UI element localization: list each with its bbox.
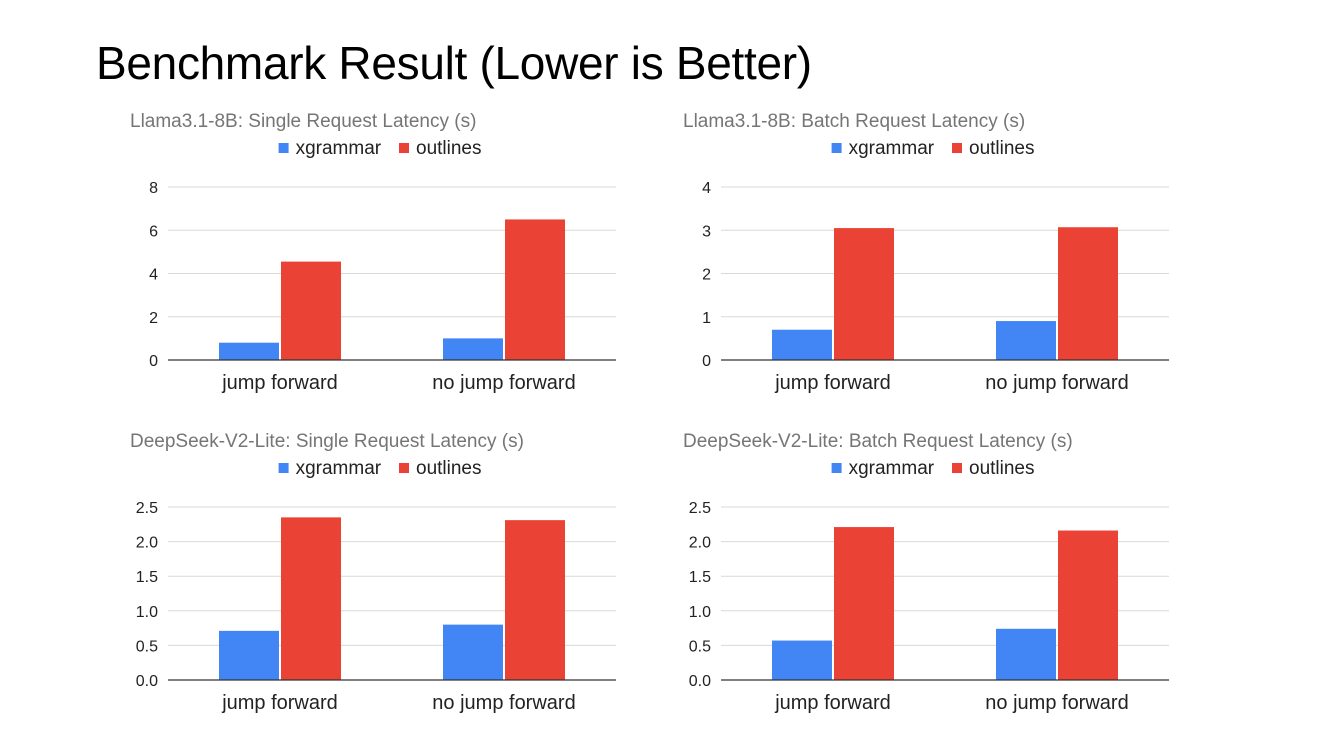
- y-tick-label: 8: [149, 180, 158, 197]
- x-tick-label: no jump forward: [432, 692, 575, 714]
- bar-outlines-0: [834, 228, 894, 360]
- chart-deepseek-single: DeepSeek-V2-Lite: Single Request Latency…: [130, 428, 630, 728]
- chart-svg: Llama3.1-8B: Batch Request Latency (s) xg…: [683, 111, 1169, 394]
- legend-label-outlines: outlines: [969, 458, 1035, 479]
- slide-title: Benchmark Result (Lower is Better): [96, 37, 812, 89]
- legend-label-xgrammar: xgrammar: [296, 458, 382, 479]
- bar-xgrammar-1: [996, 321, 1056, 360]
- legend-swatch-xgrammar: [278, 463, 289, 473]
- x-tick-label: no jump forward: [985, 372, 1128, 394]
- chart-llama-single: Llama3.1-8B: Single Request Latency (s) x…: [130, 108, 630, 408]
- y-tick-label: 0: [702, 353, 711, 370]
- chart-svg: DeepSeek-V2-Lite: Batch Request Latency …: [683, 431, 1169, 714]
- legend-swatch-xgrammar: [278, 143, 289, 153]
- bar-xgrammar-0: [219, 630, 279, 680]
- legend-swatch-outlines: [399, 143, 409, 153]
- legend-label-outlines: outlines: [969, 138, 1035, 159]
- y-tick-label: 6: [149, 223, 158, 240]
- bar-xgrammar-1: [443, 624, 503, 680]
- chart-llama-batch: Llama3.1-8B: Batch Request Latency (s) xg…: [683, 108, 1183, 408]
- y-tick-label: 1.0: [136, 604, 158, 621]
- chart-title: DeepSeek-V2-Lite: Batch Request Latency …: [683, 431, 1073, 452]
- legend-label-outlines: outlines: [416, 458, 482, 479]
- bar-outlines-0: [834, 527, 894, 680]
- legend-swatch-outlines: [399, 463, 409, 473]
- bar-xgrammar-1: [996, 628, 1056, 680]
- x-tick-label: jump forward: [221, 692, 338, 714]
- bar-outlines-0: [281, 517, 341, 680]
- x-tick-label: jump forward: [774, 692, 891, 714]
- bar-outlines-1: [1058, 530, 1118, 680]
- y-tick-label: 1.5: [689, 569, 711, 586]
- y-tick-label: 3: [702, 223, 711, 240]
- legend-swatch-xgrammar: [831, 143, 842, 153]
- bar-outlines-0: [281, 261, 341, 360]
- chart-deepseek-batch: DeepSeek-V2-Lite: Batch Request Latency …: [683, 428, 1183, 728]
- y-tick-label: 2.5: [136, 500, 158, 517]
- y-tick-label: 0.5: [136, 638, 158, 655]
- chart-title: Llama3.1-8B: Single Request Latency (s): [130, 111, 476, 132]
- bar-xgrammar-1: [443, 338, 503, 360]
- legend-label-outlines: outlines: [416, 138, 482, 159]
- bar-outlines-1: [505, 520, 565, 680]
- y-tick-label: 2: [149, 310, 158, 327]
- y-tick-label: 1.5: [136, 569, 158, 586]
- x-tick-label: jump forward: [221, 372, 338, 394]
- y-tick-label: 0.0: [136, 673, 158, 690]
- legend: xgrammar outlines: [278, 138, 482, 159]
- bar-xgrammar-0: [219, 342, 279, 360]
- legend: xgrammar outlines: [831, 138, 1035, 159]
- y-tick-label: 0: [149, 353, 158, 370]
- x-tick-label: no jump forward: [985, 692, 1128, 714]
- legend: xgrammar outlines: [278, 458, 482, 479]
- legend-label-xgrammar: xgrammar: [296, 138, 382, 159]
- y-tick-label: 0.5: [689, 638, 711, 655]
- y-tick-label: 2.0: [689, 535, 711, 552]
- chart-title: DeepSeek-V2-Lite: Single Request Latency…: [130, 431, 524, 452]
- y-tick-label: 2: [702, 267, 711, 284]
- y-tick-label: 4: [702, 180, 711, 197]
- y-tick-label: 1.0: [689, 604, 711, 621]
- bar-outlines-1: [1058, 227, 1118, 360]
- legend: xgrammar outlines: [831, 458, 1035, 479]
- legend-label-xgrammar: xgrammar: [849, 458, 935, 479]
- y-tick-label: 0.0: [689, 673, 711, 690]
- bar-xgrammar-0: [772, 329, 832, 360]
- chart-svg: DeepSeek-V2-Lite: Single Request Latency…: [130, 431, 616, 714]
- chart-svg: Llama3.1-8B: Single Request Latency (s) x…: [130, 111, 616, 394]
- legend-swatch-xgrammar: [831, 463, 842, 473]
- x-tick-label: no jump forward: [432, 372, 575, 394]
- legend-label-xgrammar: xgrammar: [849, 138, 935, 159]
- bar-outlines-1: [505, 219, 565, 360]
- y-tick-label: 2.5: [689, 500, 711, 517]
- legend-swatch-outlines: [952, 463, 962, 473]
- y-tick-label: 1: [702, 310, 711, 327]
- x-tick-label: jump forward: [774, 372, 891, 394]
- chart-title: Llama3.1-8B: Batch Request Latency (s): [683, 111, 1025, 132]
- bar-xgrammar-0: [772, 640, 832, 680]
- y-tick-label: 2.0: [136, 535, 158, 552]
- y-tick-label: 4: [149, 267, 158, 284]
- legend-swatch-outlines: [952, 143, 962, 153]
